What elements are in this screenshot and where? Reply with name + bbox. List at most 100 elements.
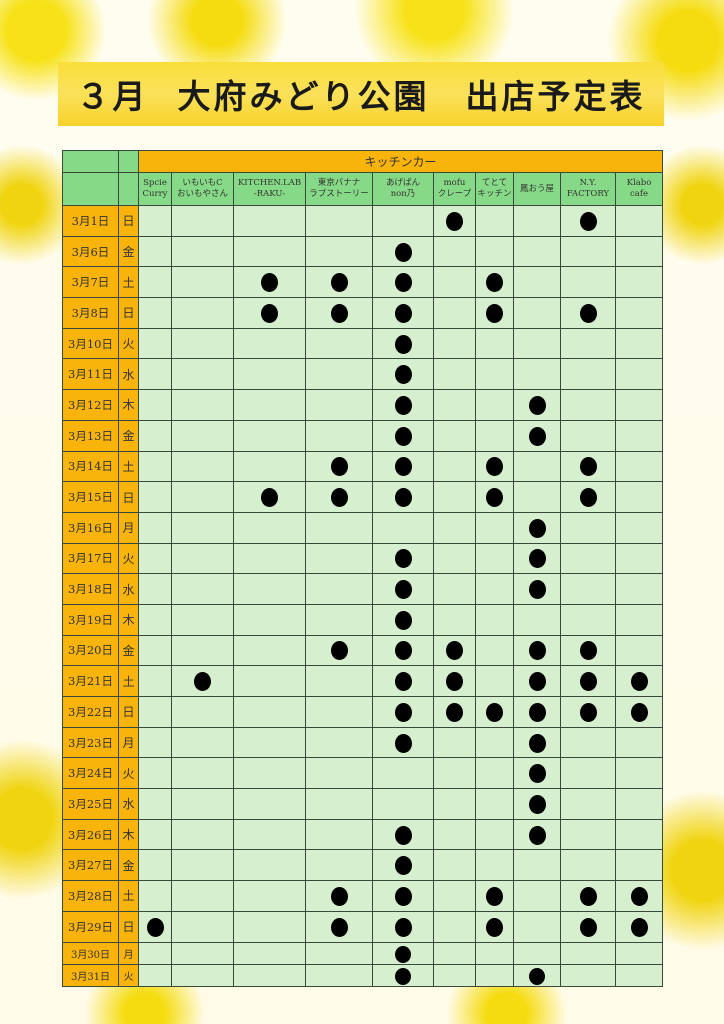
schedule-cell	[513, 757, 561, 790]
schedule-cell	[513, 634, 561, 667]
table-row: 3月23日月	[62, 726, 663, 759]
weekday-cell: 水	[118, 573, 139, 605]
vendor-name-line: N.Y.	[579, 178, 597, 188]
scheduled-dot-mark	[486, 488, 503, 508]
weekday-cell: 土	[118, 880, 139, 912]
scheduled-dot-mark	[528, 426, 546, 446]
schedule-cell	[513, 573, 561, 605]
schedule-cell	[372, 849, 434, 882]
schedule-cell	[233, 603, 306, 636]
schedule-cell	[171, 573, 234, 605]
schedule-cell	[475, 726, 514, 759]
date-cell: 3月31日	[62, 963, 119, 987]
vendor-name-line: キッチン	[477, 189, 512, 199]
schedule-cell	[560, 696, 616, 728]
schedule-cell	[513, 450, 561, 483]
date-cell: 3月6日	[62, 235, 119, 268]
weekday-cell: 金	[118, 419, 139, 452]
schedule-cell	[513, 235, 561, 268]
table-row: 3月13日金	[62, 419, 663, 452]
scheduled-dot-mark	[394, 365, 412, 385]
schedule-cell	[615, 726, 663, 759]
scheduled-dot-mark	[630, 917, 648, 937]
date-cell: 3月14日	[62, 450, 119, 483]
schedule-cell	[513, 358, 561, 391]
scheduled-dot-mark	[394, 580, 412, 600]
vendor-name-line: 鳳おう屋	[519, 183, 554, 194]
schedule-cell	[305, 788, 373, 820]
schedule-cell	[305, 696, 373, 728]
scheduled-dot-mark	[261, 303, 278, 323]
table-row: 3月25日水	[62, 788, 663, 820]
schedule-cell	[433, 941, 476, 965]
schedule-cell	[475, 757, 514, 790]
schedule-cell	[513, 665, 561, 697]
schedule-cell	[138, 450, 172, 483]
schedule-cell	[171, 389, 234, 421]
schedule-cell	[615, 665, 663, 697]
schedule-cell	[305, 481, 373, 513]
corner-cell	[118, 150, 139, 173]
date-cell: 3月10日	[62, 327, 119, 360]
schedule-cell	[513, 511, 561, 544]
date-cell: 3月15日	[62, 481, 119, 513]
schedule-cell	[372, 511, 434, 544]
vendor-header: Klabo cafe	[615, 172, 663, 206]
scheduled-dot-mark	[579, 457, 597, 477]
vendor-header: あげぱん non乃	[372, 172, 434, 206]
schedule-cell	[138, 963, 172, 987]
schedule-cell	[560, 297, 616, 329]
schedule-cell	[305, 542, 373, 575]
date-cell: 3月30日	[62, 941, 119, 965]
scheduled-dot-mark	[529, 967, 545, 985]
schedule-cell	[305, 880, 373, 912]
schedule-cell	[560, 634, 616, 667]
schedule-cell	[171, 963, 234, 987]
schedule-cell	[138, 910, 172, 943]
schedule-cell	[475, 297, 514, 329]
date-cell: 3月7日	[62, 266, 119, 299]
schedule-cell	[372, 634, 434, 667]
table-row: 3月14日土	[62, 450, 663, 483]
schedule-cell	[305, 266, 373, 299]
schedule-cell	[372, 389, 434, 421]
weekday-cell: 木	[118, 818, 139, 851]
vendor-header: Spcie Curry	[138, 172, 172, 206]
schedule-cell	[138, 297, 172, 329]
scheduled-dot-mark	[630, 672, 648, 692]
schedule-cell	[475, 266, 514, 299]
scheduled-dot-mark	[446, 211, 463, 231]
schedule-cell	[615, 696, 663, 728]
scheduled-dot-mark	[579, 702, 597, 722]
schedule-cell	[560, 910, 616, 943]
scheduled-dot-mark	[486, 886, 503, 906]
schedule-cell	[171, 910, 234, 943]
group-header: キッチンカー	[138, 150, 663, 173]
scheduled-dot-mark	[395, 967, 411, 985]
table-row: 3月26日木	[62, 818, 663, 851]
scheduled-dot-mark	[330, 457, 348, 477]
schedule-cell	[138, 573, 172, 605]
schedule-cell	[615, 327, 663, 360]
schedule-cell	[560, 358, 616, 391]
schedule-cell	[233, 327, 306, 360]
schedule-cell	[233, 634, 306, 667]
schedule-cell	[513, 327, 561, 360]
vendor-header: mofu クレープ	[433, 172, 476, 206]
schedule-cell	[233, 450, 306, 483]
scheduled-dot-mark	[394, 303, 412, 323]
schedule-cell	[171, 818, 234, 851]
scheduled-dot-mark	[528, 825, 546, 845]
schedule-cell	[433, 297, 476, 329]
vendor-header: N.Y. FACTORY	[560, 172, 616, 206]
schedule-cell	[560, 603, 616, 636]
scheduled-dot-mark	[146, 917, 164, 937]
schedule-cell	[305, 849, 373, 882]
date-cell: 3月29日	[62, 910, 119, 943]
schedule-cell	[513, 880, 561, 912]
schedule-cell	[615, 450, 663, 483]
schedule-cell	[615, 235, 663, 268]
date-cell: 3月24日	[62, 757, 119, 790]
date-cell: 3月1日	[62, 205, 119, 237]
schedule-cell	[138, 235, 172, 268]
